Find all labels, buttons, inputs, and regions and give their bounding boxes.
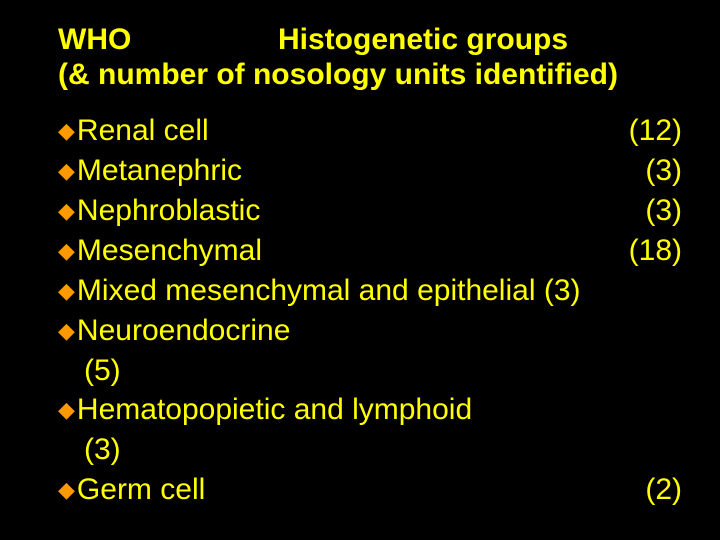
item-label: Mixed mesenchymal and epithelial (77, 271, 536, 311)
diamond-bullet-icon: ◆ (58, 151, 75, 191)
item-count-wrapped: (5) (58, 351, 682, 391)
item-count: (3) (544, 271, 581, 311)
item-count: (12) (629, 111, 682, 151)
title-line-2: (& number of nosology units identified) (58, 57, 682, 92)
item-count (536, 271, 544, 311)
diamond-bullet-icon: ◆ (58, 231, 75, 271)
diamond-bullet-icon: ◆ (58, 271, 75, 311)
item-count: (3) (645, 191, 682, 231)
item-count: (18) (629, 231, 682, 271)
list-item: ◆ Germ cell (2) (58, 470, 682, 510)
item-label: Hematopopietic and lymphoid (77, 390, 472, 430)
diamond-bullet-icon: ◆ (58, 191, 75, 231)
list-item: ◆ Mesenchymal (18) (58, 231, 682, 271)
list-item: ◆ Hematopopietic and lymphoid (58, 390, 682, 430)
list-item: ◆ Neuroendocrine (58, 311, 682, 351)
title-who: WHO (58, 22, 278, 57)
slide-title: WHO Histogenetic groups (& number of nos… (58, 22, 682, 93)
item-count-wrapped: (3) (58, 430, 682, 470)
item-label: Germ cell (77, 470, 205, 510)
list-item: ◆ Renal cell (12) (58, 111, 682, 151)
slide-body: ◆ Renal cell (12) ◆ Metanephric (3) ◆ Ne… (58, 111, 682, 510)
slide: WHO Histogenetic groups (& number of nos… (0, 0, 720, 540)
diamond-bullet-icon: ◆ (58, 390, 75, 430)
item-count: (3) (645, 151, 682, 191)
list-item: ◆ Mixed mesenchymal and epithelial (3) (58, 271, 682, 311)
diamond-bullet-icon: ◆ (58, 111, 75, 151)
title-line-1: WHO Histogenetic groups (58, 22, 682, 57)
item-label: Renal cell (77, 111, 209, 151)
diamond-bullet-icon: ◆ (58, 470, 75, 510)
item-label: Metanephric (77, 151, 242, 191)
item-label: Neuroendocrine (77, 311, 290, 351)
diamond-bullet-icon: ◆ (58, 311, 75, 351)
item-label: Nephroblastic (77, 191, 260, 231)
item-label: Mesenchymal (77, 231, 262, 271)
list-item: ◆ Metanephric (3) (58, 151, 682, 191)
item-count: (2) (645, 470, 682, 510)
title-histogenetic: Histogenetic groups (278, 22, 568, 57)
list-item: ◆ Nephroblastic (3) (58, 191, 682, 231)
